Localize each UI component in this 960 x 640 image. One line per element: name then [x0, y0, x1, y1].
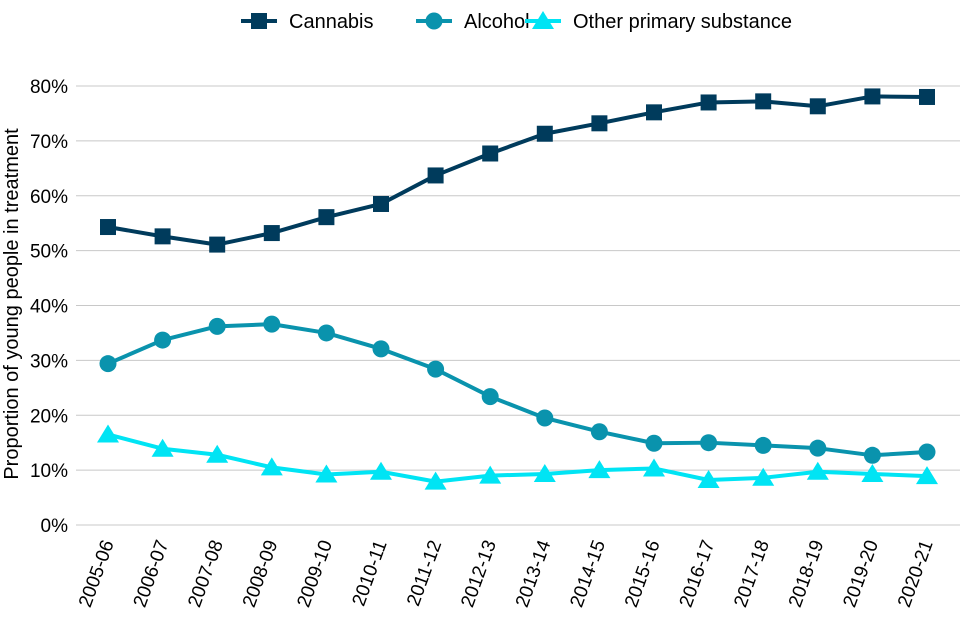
- series-line-other-primary-substance: [107, 432, 928, 484]
- y-tick-label: 20%: [30, 406, 68, 427]
- legend-label: Other primary substance: [573, 11, 792, 33]
- data-point-cannabis: [700, 94, 717, 111]
- x-tick-label: 2010-11: [349, 538, 392, 609]
- legend: Cannabis Alcohol Other primary substance: [241, 11, 792, 33]
- data-point-alcohol: [99, 355, 117, 373]
- data-point-alcohol: [263, 315, 281, 333]
- x-tick-label: 2005-06: [75, 538, 119, 611]
- data-point-alcohol: [754, 436, 772, 454]
- data-point-other-primary-substance: [697, 470, 720, 489]
- data-point-cannabis: [536, 125, 553, 142]
- data-point-other-primary-substance: [151, 438, 174, 457]
- legend-swatch-marker: [251, 13, 267, 29]
- data-point-other-primary-substance: [370, 461, 392, 480]
- x-tick-label: 2017-18: [730, 538, 774, 611]
- data-point-alcohol: [918, 443, 936, 461]
- data-point-other-primary-substance: [260, 457, 283, 476]
- x-tick-label: 2009-10: [294, 538, 338, 611]
- data-point-cannabis: [427, 167, 444, 184]
- y-tick-label: 50%: [30, 242, 68, 263]
- data-point-cannabis: [318, 209, 335, 226]
- legend-item-cannabis: Cannabis: [241, 11, 374, 33]
- data-point-alcohol: [590, 423, 608, 441]
- data-point-cannabis: [209, 236, 226, 253]
- data-point-alcohol: [645, 434, 663, 452]
- data-point-alcohol: [317, 324, 335, 342]
- legend-swatch-marker: [532, 11, 554, 29]
- x-tick-label: 2007-08: [184, 538, 228, 611]
- data-point-other-primary-substance: [97, 424, 119, 443]
- data-point-cannabis: [646, 104, 662, 121]
- data-point-alcohol: [863, 446, 881, 464]
- x-tick-label: 2016-17: [676, 538, 720, 611]
- data-point-other-primary-substance: [206, 444, 229, 463]
- series-line-alcohol: [107, 322, 928, 458]
- x-tick-label: 2020-21: [894, 538, 938, 611]
- data-point-alcohol: [536, 409, 554, 427]
- data-point-cannabis: [919, 88, 935, 105]
- data-point-other-primary-substance: [643, 458, 665, 477]
- data-point-cannabis: [864, 88, 881, 105]
- data-point-alcohol: [809, 439, 827, 457]
- legend-item-other-primary-substance: Other primary substance: [525, 11, 792, 33]
- gridlines: [76, 85, 960, 526]
- data-point-alcohol: [208, 317, 226, 335]
- data-point-cannabis: [755, 93, 772, 110]
- y-axis-ticks: 0% 10% 20% 30% 40% 50% 60% 70% 80%: [30, 77, 68, 537]
- data-point-other-primary-substance: [588, 460, 611, 479]
- legend-label: Cannabis: [289, 11, 374, 33]
- x-axis-ticks: 2005-06 2006-07 2007-08 2008-09 2009-10 2010-…: [75, 537, 938, 610]
- legend-label: Alcohol: [464, 11, 530, 33]
- y-tick-label: 80%: [30, 77, 68, 98]
- data-point-other-primary-substance: [916, 466, 938, 485]
- x-tick-label: 2018-19: [785, 538, 829, 611]
- data-point-cannabis: [373, 195, 389, 212]
- x-tick-label: 2011-12: [403, 538, 446, 609]
- x-tick-label: 2015-16: [621, 538, 665, 611]
- data-point-cannabis: [100, 219, 116, 236]
- series-line-cannabis: [107, 94, 928, 247]
- data-point-alcohol: [372, 340, 390, 358]
- y-tick-label: 70%: [30, 132, 68, 153]
- data-point-cannabis: [154, 228, 171, 245]
- y-tick-label: 0%: [41, 516, 69, 537]
- y-tick-label: 40%: [30, 297, 68, 318]
- data-point-other-primary-substance: [806, 461, 829, 480]
- x-tick-label: 2019-20: [840, 538, 884, 611]
- series-alcohol: [99, 315, 936, 464]
- data-point-alcohol: [481, 388, 499, 406]
- data-point-alcohol: [700, 434, 718, 452]
- data-point-alcohol: [154, 331, 172, 349]
- data-point-cannabis: [263, 225, 280, 242]
- data-point-cannabis: [482, 145, 499, 162]
- series-layer: [97, 88, 938, 490]
- x-tick-label: 2006-07: [130, 538, 174, 611]
- y-tick-label: 30%: [30, 351, 68, 372]
- data-point-cannabis: [591, 115, 608, 132]
- y-axis-title: Proportion of young people in treatment: [1, 128, 23, 480]
- x-tick-label: 2008-09: [239, 538, 283, 611]
- x-tick-label: 2012-13: [457, 538, 501, 611]
- data-point-alcohol: [427, 360, 445, 378]
- data-point-other-primary-substance: [315, 464, 338, 483]
- data-point-cannabis: [809, 98, 826, 115]
- data-point-other-primary-substance: [533, 463, 556, 482]
- series-other-primary-substance: [97, 424, 938, 490]
- data-point-other-primary-substance: [861, 463, 884, 482]
- y-tick-label: 60%: [30, 187, 68, 208]
- data-point-other-primary-substance: [479, 465, 502, 484]
- legend-item-alcohol: Alcohol: [416, 11, 530, 33]
- x-tick-label: 2013-14: [512, 537, 556, 610]
- data-point-other-primary-substance: [424, 471, 447, 490]
- data-point-other-primary-substance: [752, 467, 775, 486]
- series-cannabis: [100, 88, 935, 253]
- y-tick-label: 10%: [30, 461, 68, 482]
- legend-swatch-marker: [425, 12, 443, 30]
- x-tick-label: 2014-15: [567, 538, 611, 611]
